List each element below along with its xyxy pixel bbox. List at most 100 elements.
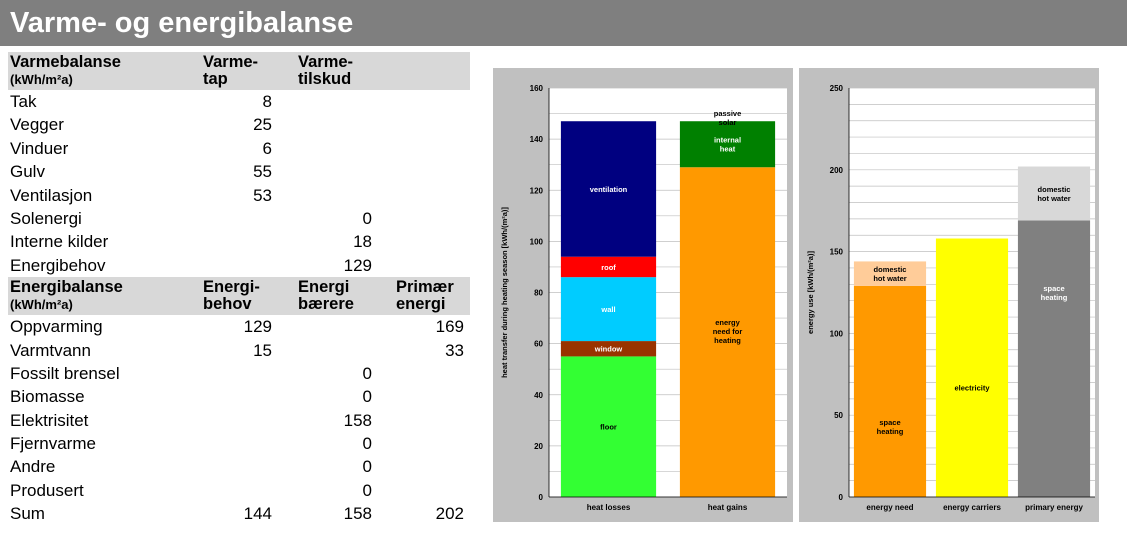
series-label-line: energy xyxy=(715,318,740,327)
row-label: Fossilt brensel xyxy=(10,363,120,383)
series-label-line: window xyxy=(594,345,623,354)
series-label-line: domestic xyxy=(1038,185,1071,194)
bar-segment xyxy=(1017,166,1091,221)
row-label: Elektrisitet xyxy=(10,410,89,430)
balance-table: Varmebalanse (kWh/m²a) Varme-tap Varme-ti… xyxy=(8,52,470,526)
heat-header-tilskud-2: tilskud xyxy=(298,70,352,88)
heat-chart-panel: 0 20 40 60 80 100 120 140 160 heat transfer durin… xyxy=(493,68,793,522)
series-label: space heating xyxy=(1041,284,1068,302)
row-baerere: 0 xyxy=(362,434,372,454)
table-row: Fossilt brensel 0 xyxy=(8,362,470,385)
table-row: Energibehov 129 xyxy=(8,254,470,277)
table-row: Varmtvann 15 33 xyxy=(8,339,470,362)
series-label-line: space xyxy=(879,418,900,427)
series-label: space heating xyxy=(877,418,904,436)
row-tap: 25 xyxy=(253,115,272,135)
y-tick-label: 40 xyxy=(534,391,543,400)
row-baerere: 0 xyxy=(362,363,372,383)
series-label: roof xyxy=(601,263,616,272)
series-label-line: ventilation xyxy=(590,185,628,194)
table-row: Sum 144 158 202 xyxy=(8,502,470,525)
energy-header-baerere-2: bærere xyxy=(298,295,354,314)
energy-header-behov-2: behov xyxy=(203,295,252,314)
heat-header-unit: (kWh/m²a) xyxy=(10,72,73,87)
row-baerere: 0 xyxy=(362,480,372,500)
row-label: Gulv xyxy=(10,162,45,182)
y-tick-label: 60 xyxy=(534,340,543,349)
heat-table-body: Tak 8 Vegger 25 Vinduer 6 Gulv 55 Ventilasjon 53 S… xyxy=(8,90,470,277)
energy-table-header: Energibalanse (kWh/m²a) Energi-behov Ener… xyxy=(8,277,470,316)
x-category-label: heat gains xyxy=(708,503,748,512)
y-tick-label: 20 xyxy=(534,442,543,451)
row-label: Fjernvarme xyxy=(10,434,96,454)
series-label-line: roof xyxy=(601,263,616,272)
row-tap: 55 xyxy=(253,162,272,182)
heat-header-tap-1: Varme- xyxy=(203,53,259,71)
row-label: Biomasse xyxy=(10,387,85,407)
row-label: Vegger xyxy=(10,115,64,135)
row-tap: 8 xyxy=(262,92,272,111)
series-label-line: solar xyxy=(719,118,737,127)
energy-header-unit: (kWh/m²a) xyxy=(10,297,73,313)
series-label: window xyxy=(594,345,623,354)
table-row: Elektrisitet 158 xyxy=(8,409,470,432)
table-row: Vinduer 6 xyxy=(8,137,470,160)
bar-segment xyxy=(679,167,776,497)
y-tick-label: 150 xyxy=(830,248,844,257)
row-label: Oppvarming xyxy=(10,317,103,337)
row-label: Andre xyxy=(10,457,56,477)
table-row: Andre 0 xyxy=(8,455,470,478)
row-tilskud: 18 xyxy=(353,232,372,252)
row-tilskud: 129 xyxy=(343,255,372,275)
y-tick-label: 80 xyxy=(534,289,543,298)
series-label-line: heating xyxy=(1041,293,1068,302)
y-axis-label: heat transfer during heating season [kWh… xyxy=(500,207,509,378)
heat-header-tilskud: Varme-tilskud xyxy=(298,54,353,88)
heat-header-title: Varmebalanse xyxy=(10,53,121,71)
bar-segment xyxy=(935,238,1009,497)
table-row: Fjernvarme 0 xyxy=(8,432,470,455)
y-tick-label: 50 xyxy=(834,411,843,420)
bar-segment xyxy=(853,261,927,286)
y-tick-label: 100 xyxy=(530,237,544,246)
bar-segment xyxy=(853,285,927,497)
series-label-line: passive xyxy=(714,109,742,118)
series-label: electricity xyxy=(954,383,990,392)
series-label: wall xyxy=(600,305,615,314)
y-axis-label: energy use [kWh/(m²a)] xyxy=(806,251,815,334)
series-label: floor xyxy=(600,423,617,432)
row-label: Sum xyxy=(10,504,45,524)
series-label-line: hot water xyxy=(873,274,906,283)
row-label: Interne kilder xyxy=(10,232,109,252)
row-baerere: 0 xyxy=(362,387,372,407)
row-baerere: 0 xyxy=(362,457,372,477)
heat-table-header: Varmebalanse (kWh/m²a) Varme-tap Varme-ti… xyxy=(8,52,470,90)
energy-header-label: Energibalanse (kWh/m²a) xyxy=(10,279,123,313)
row-label: Varmtvann xyxy=(10,340,91,360)
table-row: Interne kilder 18 xyxy=(8,230,470,253)
bar-segment xyxy=(560,277,657,342)
energy-balance-chart: 0 50 100 150 200 250 energy use [kWh/(m²a)] spa… xyxy=(806,84,1095,512)
y-tick-label: 0 xyxy=(539,493,544,502)
row-tap: 6 xyxy=(262,138,272,158)
bar-segment xyxy=(560,356,657,497)
energy-header-baerere: Energi bærere xyxy=(298,279,354,313)
series-label-line: heating xyxy=(877,427,904,436)
table-row: Solenergi 0 xyxy=(8,207,470,230)
series-label: domestic hot water xyxy=(1037,185,1070,203)
row-baerere: 158 xyxy=(343,504,372,524)
energy-header-behov: Energi-behov xyxy=(203,279,260,313)
y-tick-label: 140 xyxy=(530,135,544,144)
energy-chart-panel: 0 50 100 150 200 250 energy use [kWh/(m²a)] spa… xyxy=(799,68,1099,522)
row-label: Solenergi xyxy=(10,208,82,228)
series-label: passive solar xyxy=(714,109,742,127)
series-label: domestic hot water xyxy=(873,265,906,283)
y-tick-label: 0 xyxy=(839,493,844,502)
series-label: ventilation xyxy=(590,185,628,194)
row-baerere: 158 xyxy=(343,410,372,430)
heat-header-tap: Varme-tap xyxy=(203,54,258,88)
table-row: Produsert 0 xyxy=(8,479,470,502)
bar-segment xyxy=(560,121,657,257)
heat-header-tap-2: tap xyxy=(203,70,228,88)
row-label: Ventilasjon xyxy=(10,185,93,205)
